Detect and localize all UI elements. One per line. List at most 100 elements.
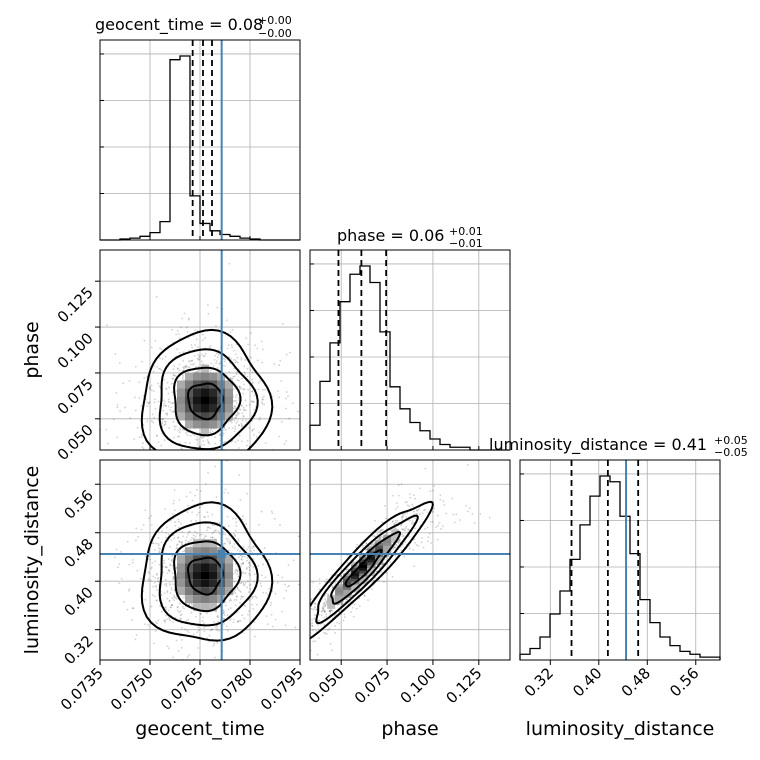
scatter-point	[323, 631, 325, 634]
scatter-point	[373, 579, 375, 582]
scatter-point	[151, 413, 154, 416]
scatter-point	[276, 638, 278, 640]
scatter-point	[177, 650, 180, 652]
scatter-point	[257, 453, 259, 455]
scatter-point	[401, 535, 404, 537]
scatter-point	[243, 388, 245, 391]
scatter-point	[185, 495, 188, 498]
scatter-point	[382, 528, 384, 531]
scatter-point	[320, 610, 323, 613]
density-cell	[391, 534, 400, 543]
scatter-point	[193, 434, 196, 437]
scatter-point	[239, 386, 242, 389]
scatter-point	[169, 592, 172, 595]
scatter-point	[176, 329, 179, 332]
scatter-point	[167, 392, 170, 395]
scatter-point	[251, 382, 254, 385]
density-cell	[201, 603, 209, 612]
scatter-point	[194, 366, 197, 368]
scatter-point	[169, 545, 171, 548]
scatter-point	[134, 409, 137, 412]
scatter-point	[351, 606, 354, 609]
scatter-point	[242, 583, 245, 586]
density-cell	[177, 388, 185, 397]
scatter-point	[251, 429, 254, 432]
scatter-point	[243, 388, 246, 390]
scatter-point	[253, 401, 255, 403]
scatter-point	[301, 609, 303, 611]
scatter-point	[237, 588, 240, 591]
scatter-point	[245, 404, 248, 407]
scatter-point	[150, 384, 153, 387]
scatter-point	[188, 349, 191, 352]
scatter-point	[271, 512, 274, 515]
scatter-point	[149, 401, 151, 404]
scatter-point	[236, 356, 239, 359]
scatter-point	[187, 318, 190, 321]
scatter-point	[164, 387, 167, 390]
scatter-point	[404, 527, 407, 530]
scatter-point	[192, 633, 195, 636]
scatter-point	[150, 567, 153, 570]
scatter-point	[286, 636, 288, 638]
scatter-point	[253, 549, 255, 552]
scatter-point	[167, 558, 170, 560]
scatter-point	[144, 509, 147, 512]
scatter-point	[323, 580, 326, 583]
scatter-point	[210, 475, 212, 477]
scatter-point	[338, 622, 341, 625]
scatter-point	[140, 405, 143, 407]
scatter-point	[116, 436, 118, 439]
scatter-point	[241, 614, 244, 617]
scatter-point	[167, 609, 170, 612]
scatter-point	[241, 518, 244, 521]
scatter-point	[188, 317, 190, 320]
scatter-point	[216, 627, 219, 630]
scatter-point	[245, 458, 247, 460]
scatter-point	[196, 513, 199, 516]
scatter-point	[190, 520, 193, 522]
scatter-point	[216, 306, 219, 309]
scatter-point	[258, 416, 261, 419]
scatter-point	[327, 629, 329, 631]
scatter-point	[227, 491, 229, 494]
scatter-point	[182, 428, 184, 431]
title-geocent-time-sup: +0.00	[258, 14, 292, 27]
scatter-point	[216, 642, 219, 645]
scatter-point	[234, 588, 237, 591]
scatter-point	[234, 405, 236, 407]
scatter-point	[294, 626, 297, 629]
scatter-point	[358, 605, 361, 608]
scatter-point	[170, 604, 173, 607]
scatter-point	[325, 600, 328, 603]
scatter-point	[443, 504, 446, 506]
scatter-point	[296, 649, 298, 651]
scatter-point	[258, 431, 261, 434]
scatter-point	[261, 396, 264, 399]
scatter-point	[424, 527, 426, 530]
scatter-point	[164, 614, 167, 617]
scatter-point	[302, 596, 304, 598]
scatter-point	[151, 542, 154, 545]
scatter-point	[229, 541, 232, 544]
scatter-point	[291, 402, 294, 405]
scatter-point	[138, 397, 141, 399]
density-cell	[225, 571, 233, 580]
scatter-point	[234, 529, 237, 532]
scatter-point	[234, 425, 237, 428]
scatter-point	[233, 534, 236, 536]
scatter-point	[203, 537, 205, 540]
scatter-point	[248, 562, 251, 565]
scatter-point	[168, 600, 171, 602]
xlabel-luminosity-distance: luminosity_distance	[526, 718, 715, 740]
scatter-point	[217, 620, 220, 623]
scatter-point	[177, 536, 180, 539]
scatter-point	[376, 533, 379, 536]
density-cell	[367, 568, 376, 577]
scatter-point	[342, 619, 345, 622]
scatter-point	[404, 540, 406, 543]
scatter-point	[171, 604, 174, 607]
scatter-point	[161, 530, 163, 533]
scatter-point	[311, 624, 314, 627]
contour-level-1	[186, 556, 224, 596]
